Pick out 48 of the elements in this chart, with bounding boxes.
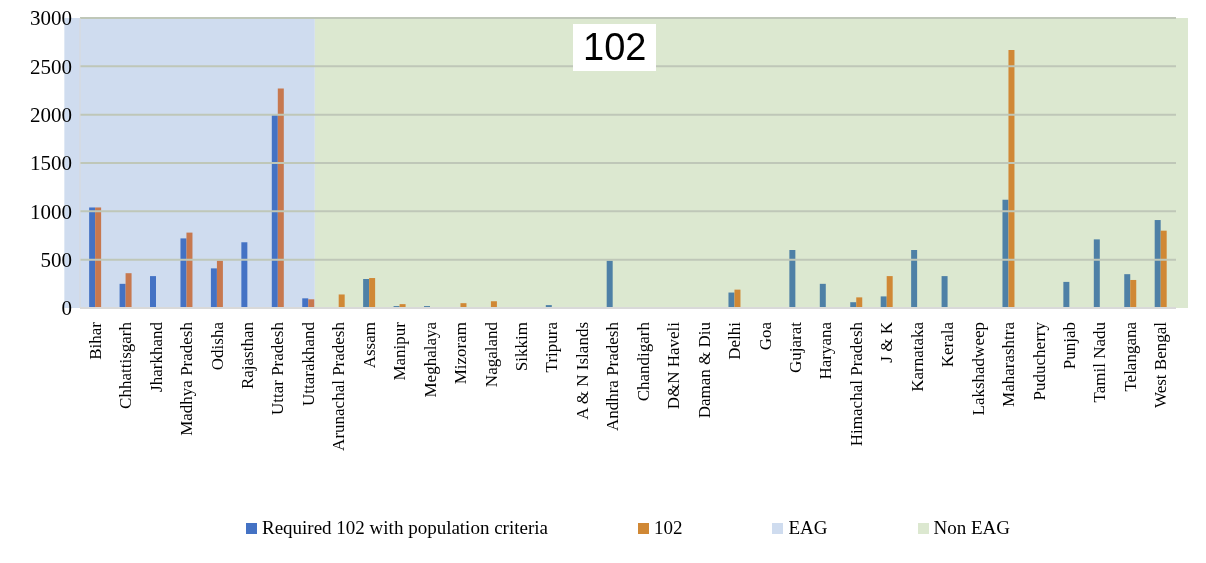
legend-label: Required 102 with population criteria xyxy=(261,517,548,539)
x-tick-label: Rajasthan xyxy=(237,321,257,390)
x-tick-label: Arunachal Pradesh xyxy=(329,321,349,451)
x-tick-label: D&N Haveli xyxy=(664,321,684,410)
x-tick-label: J & K xyxy=(877,321,897,363)
y-tick-label: 500 xyxy=(40,248,72,273)
y-tick-label: 1500 xyxy=(30,151,72,176)
x-tick-label: Uttarakhand xyxy=(298,321,318,407)
x-tick-label: Tripura xyxy=(542,321,562,373)
x-tick-label: Andhra Pradesh xyxy=(603,321,623,432)
x-tick-label: Mizoram xyxy=(451,322,471,385)
y-tick-label: 1000 xyxy=(30,199,72,224)
x-tick-label: Sikkim xyxy=(511,322,531,372)
x-tick-label: Puducherry xyxy=(1029,321,1049,401)
x-tick-label: Himachal Pradesh xyxy=(846,321,866,447)
x-tick-label: Tamil Nadu xyxy=(1090,321,1110,403)
x-tick-label: Uttar Pradesh xyxy=(268,321,288,416)
legend-label: Non EAG xyxy=(933,517,1011,539)
x-tick-label: Haryana xyxy=(816,321,836,380)
y-tick-label: 2000 xyxy=(30,103,72,128)
x-tick-label: Lakshadweep xyxy=(968,322,988,416)
x-tick-label: Kerala xyxy=(938,321,958,368)
x-tick-label: Bihar xyxy=(85,321,105,360)
x-tick-label: Delhi xyxy=(725,321,745,360)
y-tick-label: 0 xyxy=(61,296,72,321)
x-tick-label: A & N Islands xyxy=(572,322,592,420)
x-tick-label: Meghalaya xyxy=(420,321,440,398)
x-tick-label: Telangana xyxy=(1120,321,1140,392)
legend-label: EAG xyxy=(788,517,828,539)
y-tick-label: 3000 xyxy=(30,6,72,31)
x-tick-label: Goa xyxy=(755,321,775,351)
x-tick-label: Madhya Pradesh xyxy=(177,321,197,436)
x-tick-label: Punjab xyxy=(1059,322,1079,370)
x-tick-label: Karnataka xyxy=(907,321,927,392)
x-tick-label: Chhattisgarh xyxy=(116,321,136,409)
x-tick-label: Chandigarh xyxy=(633,321,653,402)
x-tick-label: Assam xyxy=(359,322,379,369)
x-tick-label: Gujarat xyxy=(785,321,805,373)
chart-title: 102 xyxy=(573,24,657,71)
x-tick-label: Daman & Diu xyxy=(694,321,714,419)
x-tick-label: West Bengal xyxy=(1151,321,1171,408)
y-tick-label: 2500 xyxy=(30,54,72,79)
legend-label: 102 xyxy=(653,517,683,539)
x-tick-label: Manipur xyxy=(390,321,410,381)
x-tick-label: Nagaland xyxy=(481,321,501,388)
x-tick-label: Maharashtra xyxy=(999,321,1019,407)
x-tick-label: Odisha xyxy=(207,321,227,371)
x-tick-label: Jharkhand xyxy=(146,321,166,392)
